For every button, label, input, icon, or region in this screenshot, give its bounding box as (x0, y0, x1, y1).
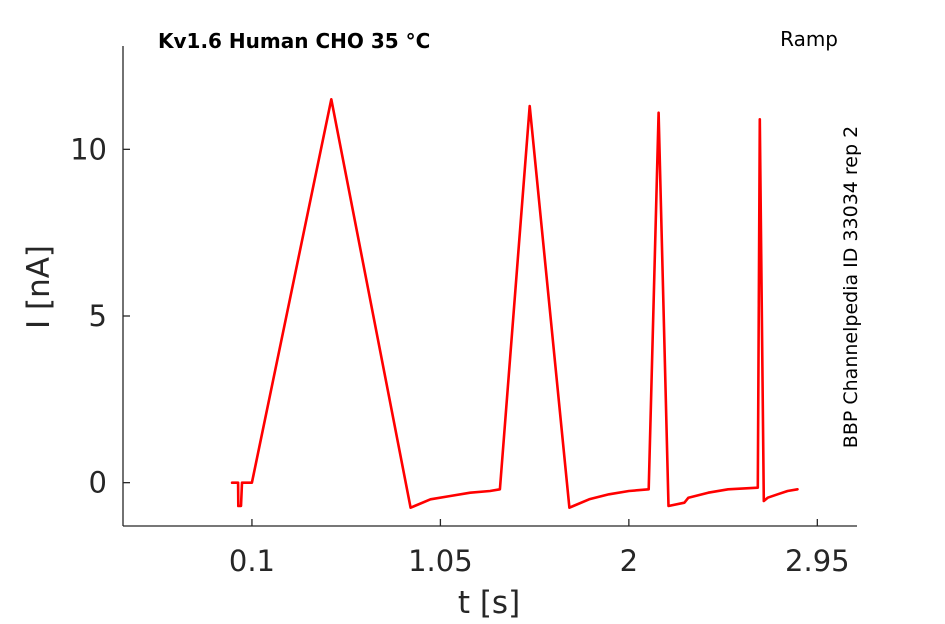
y-axis-label: I [nA] (21, 245, 57, 329)
chart-title: Kv1.6 Human CHO 35 °C (158, 29, 430, 53)
y-axis: 0 5 10 (70, 46, 130, 526)
x-tick-label: 0.1 (229, 544, 275, 578)
x-axis: 0.1 1.05 2 2.95 (123, 519, 857, 578)
current-trace-line (230, 98, 799, 510)
y-tick-label: 5 (89, 299, 107, 333)
x-tick-label: 2 (620, 544, 638, 578)
y-tick-label: 0 (89, 466, 107, 500)
x-axis-label: t [s] (458, 585, 520, 621)
x-tick-label: 2.95 (785, 544, 850, 578)
y-tick-label: 10 (70, 132, 107, 166)
source-label: BBP Channelpedia ID 33034 rep 2 (840, 126, 862, 448)
x-tick-label: 1.05 (408, 544, 473, 578)
protocol-label: Ramp (780, 27, 838, 51)
plot-area (230, 98, 799, 510)
